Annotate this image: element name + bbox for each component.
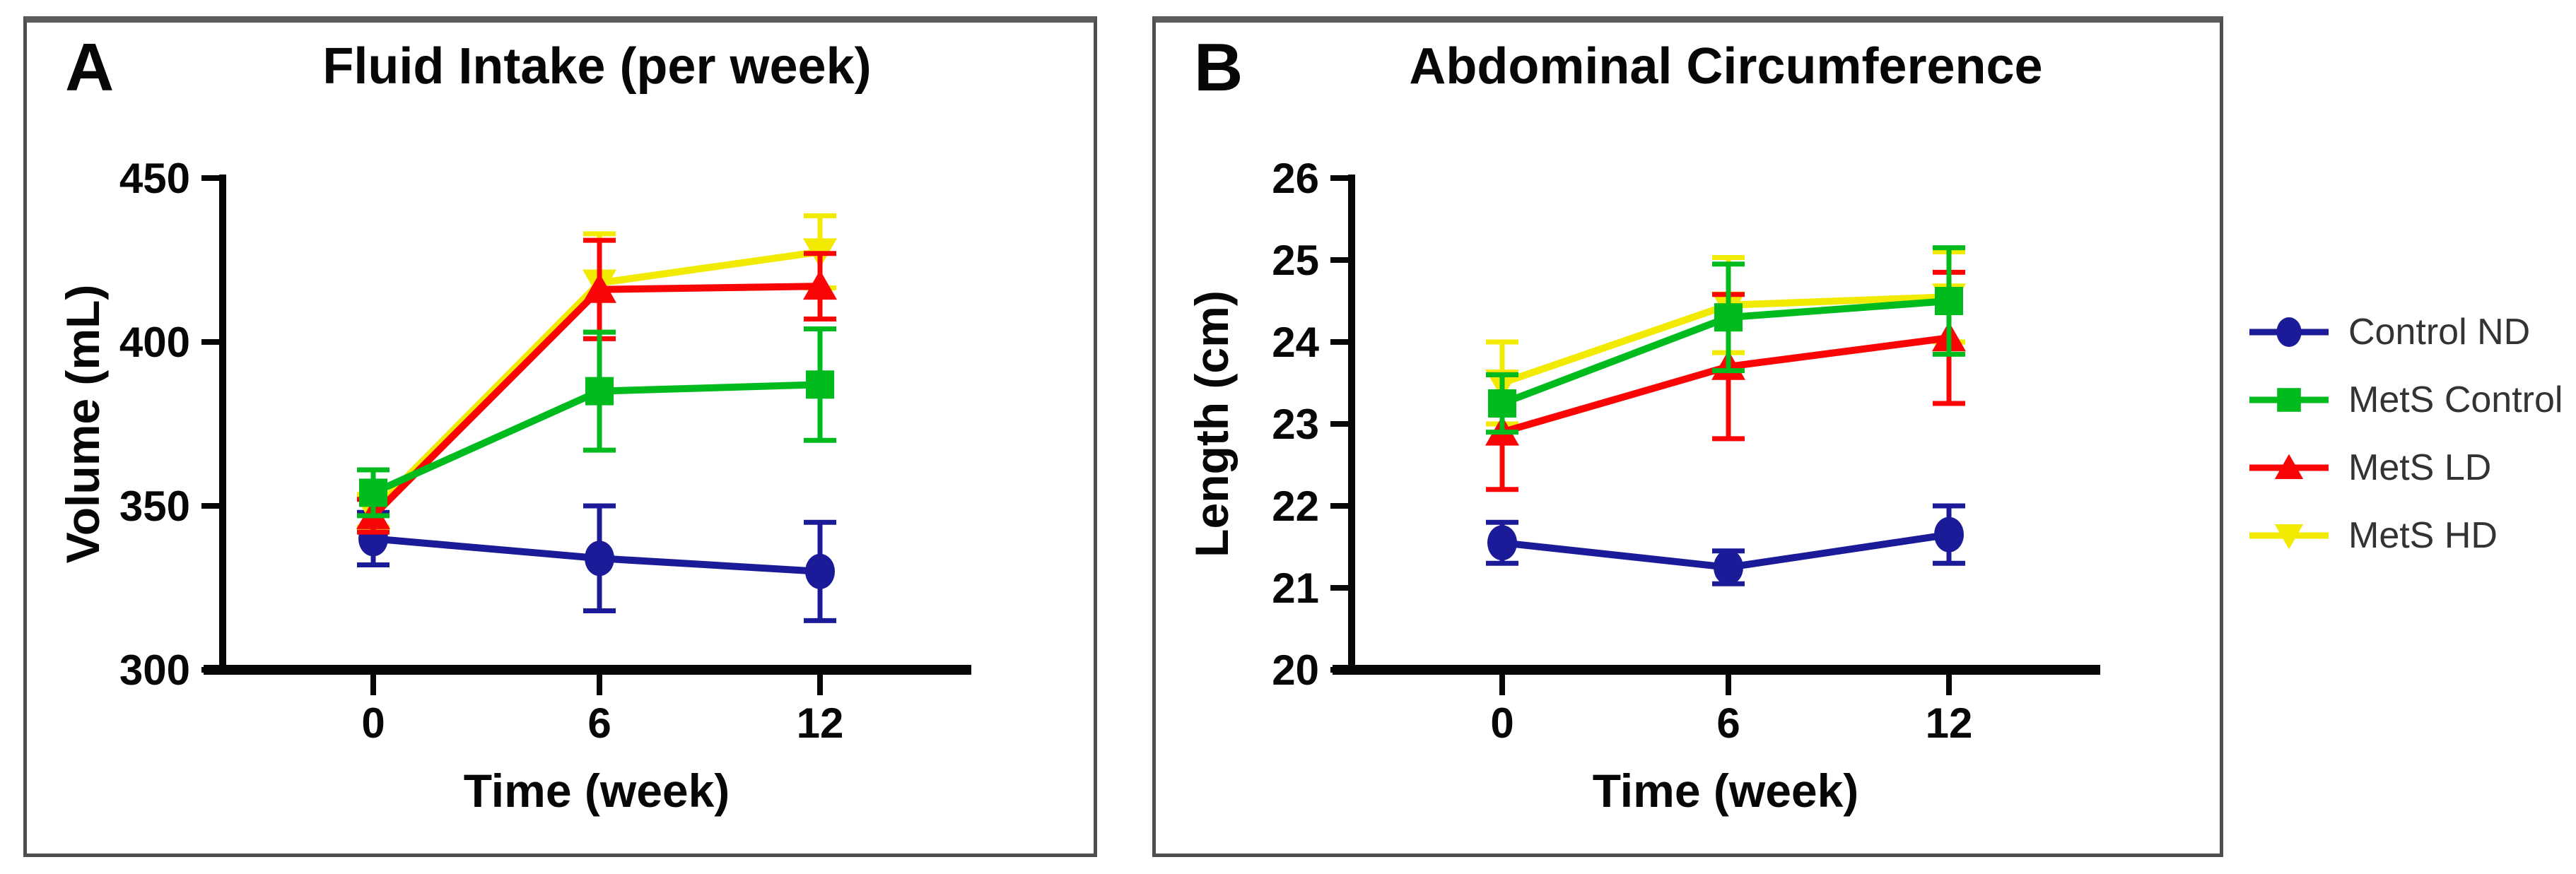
panel-title: Fluid Intake (per week): [322, 38, 871, 95]
x-axis-title: Time (week): [464, 764, 730, 817]
legend-label: MetS LD: [2348, 447, 2492, 488]
x-axis-title: Time (week): [1593, 764, 1859, 817]
legend-item-mets-hd: MetS HD: [2247, 514, 2572, 557]
legend-marker-mets-ld-icon: [2249, 454, 2329, 479]
y-tick-label: 450: [119, 155, 190, 202]
legend-marker-mets-hd-icon: [2249, 524, 2329, 550]
panel-a-frame: [23, 16, 1097, 857]
panel-letter: A: [65, 30, 114, 105]
x-tick-label: 6: [587, 699, 611, 747]
series-mets-hd: [1485, 249, 1966, 427]
x-tick-label: 6: [1716, 699, 1740, 747]
y-tick-label: 22: [1272, 483, 1319, 530]
y-tick-label: 25: [1272, 237, 1319, 284]
x-tick-label: 0: [1490, 699, 1514, 747]
y-axis-title: Volume (mL): [57, 285, 109, 564]
panel-b-plot: B Abdominal Circumference 20 21 22 23 24 25 26 0 6…: [1185, 30, 2100, 817]
data-point-marker: [359, 478, 387, 507]
panel-letter: B: [1194, 30, 1243, 105]
series-mets-hd: [356, 213, 837, 530]
legend-marker-mets-control-icon: [2249, 388, 2329, 412]
series-mets-control: [357, 326, 836, 519]
data-point-marker: [1488, 389, 1516, 418]
y-tick-label: 23: [1272, 401, 1319, 448]
legend-marker-control-nd-icon: [2249, 317, 2329, 347]
series-mets-control: [1486, 245, 1965, 435]
legend-marker-shape: [2274, 524, 2304, 550]
data-point-marker: [805, 553, 835, 589]
data-point-marker: [585, 541, 614, 577]
legend-marker-shape: [2276, 317, 2302, 347]
data-point-marker: [803, 270, 837, 300]
x-tick-label: 12: [797, 699, 844, 747]
data-point-marker: [1935, 287, 1963, 315]
y-axis-title: Length (cm): [1185, 290, 1238, 557]
series-control-nd: [357, 503, 836, 623]
legend-label: MetS Control: [2348, 379, 2563, 420]
x-tick-label: 12: [1926, 699, 1973, 747]
data-point-marker: [582, 273, 616, 303]
legend-marker-shape: [2274, 454, 2304, 479]
legend-marker-shape: [2277, 388, 2301, 412]
legend-item-mets-control: MetS Control: [2247, 378, 2572, 422]
y-tick-label: 21: [1272, 565, 1319, 612]
data-point-marker: [585, 377, 614, 406]
data-point-marker: [806, 370, 834, 399]
legend-label: MetS HD: [2348, 515, 2498, 556]
x-tick-label: 0: [361, 699, 385, 747]
y-tick-label: 350: [119, 483, 190, 530]
legend: Control ND MetS Control MetS LD MetS HD: [2247, 310, 2572, 581]
y-tick-label: 20: [1272, 646, 1319, 694]
legend-label: Control ND: [2348, 312, 2531, 353]
data-point-marker: [1487, 525, 1517, 561]
series-mets-ld: [356, 237, 837, 535]
legend-item-mets-ld: MetS LD: [2247, 446, 2572, 490]
panel-a-plot: A Fluid Intake (per week) 300 350 400 450 0 6 12…: [57, 30, 971, 817]
y-tick-label: 26: [1272, 155, 1319, 202]
panel-title: Abdominal Circumference: [1409, 38, 2042, 95]
series-control-nd: [1486, 503, 1965, 586]
data-point-marker: [1714, 303, 1743, 332]
legend-item-control-nd: Control ND: [2247, 310, 2572, 354]
y-tick-label: 300: [119, 646, 190, 694]
data-point-marker: [1934, 516, 1964, 553]
y-tick-label: 400: [119, 319, 190, 366]
panel-b-frame: [1152, 16, 2223, 857]
y-tick-label: 24: [1272, 319, 1319, 366]
data-point-marker: [1714, 550, 1743, 585]
